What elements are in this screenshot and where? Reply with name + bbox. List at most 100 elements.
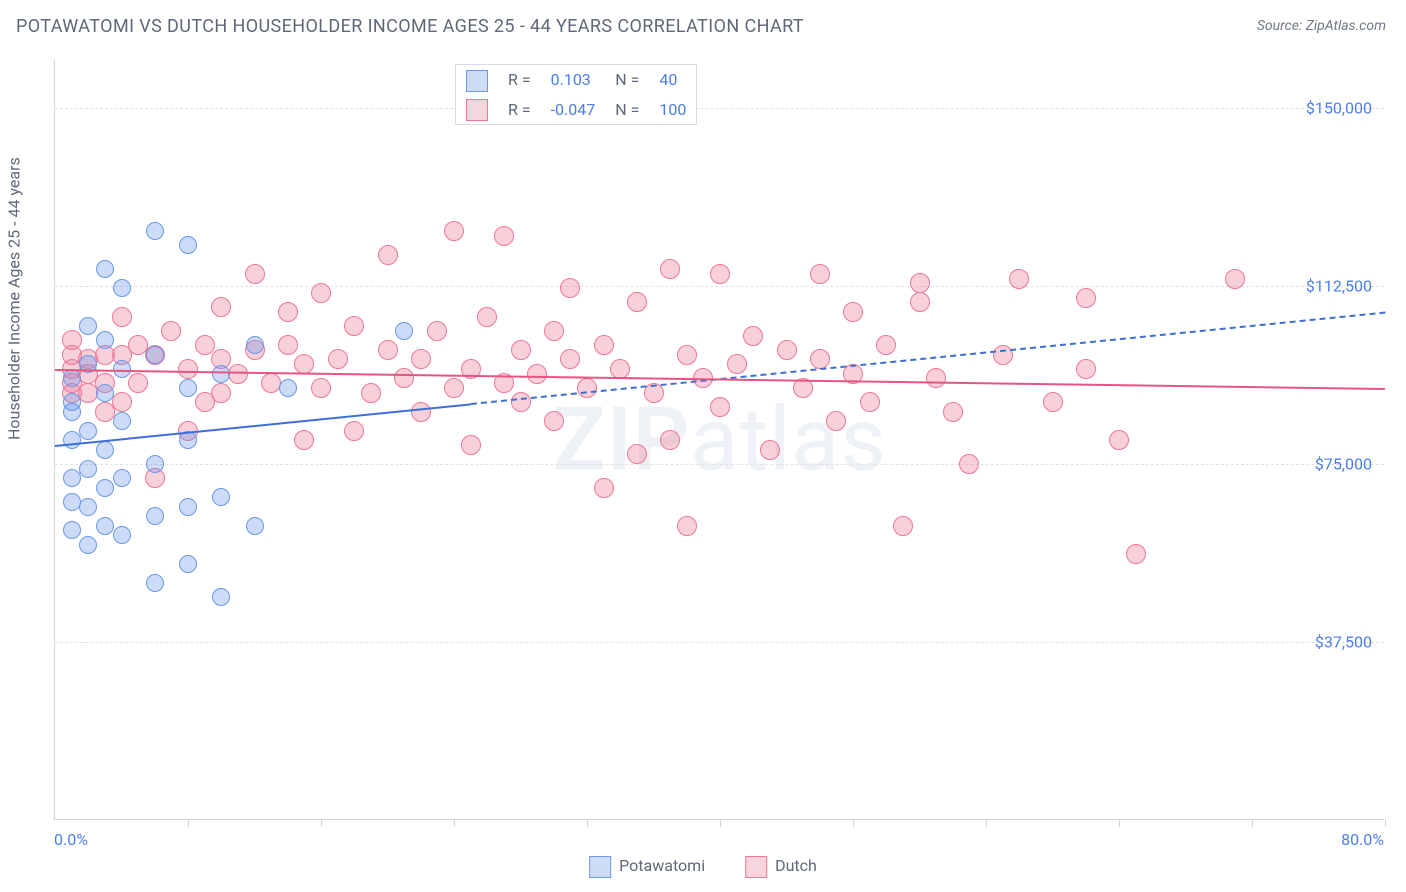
potawatomi-point (96, 441, 114, 459)
potawatomi-point (146, 455, 164, 473)
dutch-point (378, 245, 398, 265)
dutch-point (328, 349, 348, 369)
dutch-point (278, 335, 298, 355)
x-tick (1252, 819, 1253, 827)
potawatomi-point (63, 493, 81, 511)
dutch-regression-line (55, 369, 1385, 390)
series-legend: Potawatomi Dutch (589, 856, 817, 878)
n-value: 40 (649, 65, 696, 95)
potawatomi-point (63, 403, 81, 421)
dutch-point (1043, 392, 1063, 412)
dutch-point (810, 264, 830, 284)
dutch-point (660, 259, 680, 279)
dutch-point (1076, 359, 1096, 379)
potawatomi-point (246, 336, 264, 354)
dutch-point (444, 378, 464, 398)
dutch-point (294, 430, 314, 450)
dutch-point (211, 383, 231, 403)
dutch-point (910, 292, 930, 312)
dutch-point (494, 226, 514, 246)
potawatomi-point (96, 260, 114, 278)
potawatomi-point (113, 360, 131, 378)
dutch-point (893, 516, 913, 536)
potawatomi-point (212, 488, 230, 506)
potawatomi-point (113, 526, 131, 544)
legend-swatch (745, 856, 767, 878)
r-label: R = (498, 95, 541, 125)
dutch-point (826, 411, 846, 431)
potawatomi-point (113, 279, 131, 297)
dutch-point (178, 359, 198, 379)
dutch-point (727, 354, 747, 374)
potawatomi-point (63, 369, 81, 387)
dutch-point (910, 273, 930, 293)
potawatomi-point (146, 346, 164, 364)
dutch-point (311, 283, 331, 303)
potawatomi-point (79, 422, 97, 440)
dutch-point (294, 354, 314, 374)
stats-legend: R =0.103N =40 R =-0.047N =100 (455, 64, 697, 125)
r-label: R = (498, 65, 541, 95)
dutch-point (344, 421, 364, 441)
correlation-chart: POTAWATOMI VS DUTCH HOUSEHOLDER INCOME A… (0, 0, 1406, 892)
gridline (55, 464, 1384, 465)
dutch-point (1009, 269, 1029, 289)
x-tick (587, 819, 588, 827)
dutch-point (760, 440, 780, 460)
dutch-point (427, 321, 447, 341)
x-tick (454, 819, 455, 827)
dutch-point (128, 373, 148, 393)
legend-item: Dutch (745, 856, 817, 878)
dutch-point (344, 316, 364, 336)
potawatomi-point (146, 507, 164, 525)
x-axis-min-label: 0.0% (54, 830, 88, 849)
dutch-point (527, 364, 547, 384)
x-tick (1119, 819, 1120, 827)
potawatomi-point (96, 384, 114, 402)
potawatomi-point (246, 517, 264, 535)
dutch-point (278, 302, 298, 322)
n-value: 100 (649, 95, 696, 125)
potawatomi-point (96, 331, 114, 349)
gridline (55, 108, 1384, 109)
dutch-point (843, 302, 863, 322)
dutch-point (993, 345, 1013, 365)
gridline (55, 642, 1384, 643)
dutch-point (444, 221, 464, 241)
dutch-point (594, 335, 614, 355)
potawatomi-point (179, 236, 197, 254)
potawatomi-point (179, 379, 197, 397)
dutch-point (477, 307, 497, 327)
x-tick (853, 819, 854, 827)
potawatomi-point (113, 412, 131, 430)
dutch-point (577, 378, 597, 398)
potawatomi-point (63, 469, 81, 487)
potawatomi-point (79, 317, 97, 335)
potawatomi-point (179, 555, 197, 573)
dutch-point (378, 340, 398, 360)
potawatomi-point (79, 536, 97, 554)
dutch-point (959, 454, 979, 474)
x-tick (986, 819, 987, 827)
potawatomi-point (179, 498, 197, 516)
legend-swatch (466, 70, 488, 92)
dutch-point (594, 478, 614, 498)
gridline (55, 286, 1384, 287)
r-value: 0.103 (541, 65, 606, 95)
x-tick (720, 819, 721, 827)
potawatomi-regression-line (471, 312, 1386, 405)
x-tick (1385, 819, 1386, 827)
dutch-point (560, 349, 580, 369)
dutch-point (195, 335, 215, 355)
potawatomi-point (146, 574, 164, 592)
r-value: -0.047 (541, 95, 606, 125)
source-label: Source: ZipAtlas.com (1257, 18, 1386, 34)
x-axis-max-label: 80.0% (1341, 830, 1384, 849)
dutch-point (1225, 269, 1245, 289)
n-label: N = (605, 65, 649, 95)
dutch-point (245, 264, 265, 284)
legend-item: Potawatomi (589, 856, 705, 878)
dutch-point (810, 349, 830, 369)
n-label: N = (605, 95, 649, 125)
dutch-point (311, 378, 331, 398)
